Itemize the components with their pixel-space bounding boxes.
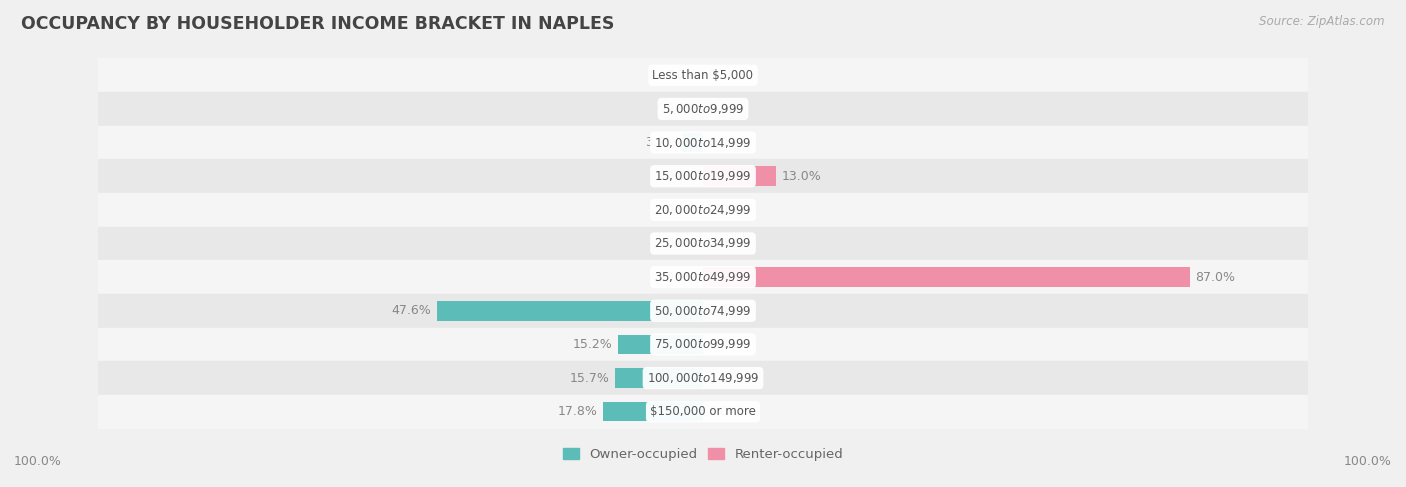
Text: Less than $5,000: Less than $5,000 (652, 69, 754, 82)
Bar (98, 294, 1308, 328)
Bar (98, 92, 1308, 126)
Bar (98, 193, 1308, 226)
Bar (98, 261, 1308, 294)
Text: $25,000 to $34,999: $25,000 to $34,999 (654, 237, 752, 250)
Bar (98, 159, 1308, 193)
Text: $50,000 to $74,999: $50,000 to $74,999 (654, 304, 752, 318)
Text: $10,000 to $14,999: $10,000 to $14,999 (654, 135, 752, 150)
Text: 0.0%: 0.0% (709, 405, 741, 418)
Text: $150,000 or more: $150,000 or more (650, 405, 756, 418)
Text: $15,000 to $19,999: $15,000 to $19,999 (654, 169, 752, 183)
Text: 0.0%: 0.0% (709, 338, 741, 351)
Text: 0.0%: 0.0% (709, 304, 741, 318)
Text: 0.0%: 0.0% (709, 136, 741, 149)
Text: 0.0%: 0.0% (665, 169, 697, 183)
Text: 0.0%: 0.0% (709, 204, 741, 216)
Text: 0.0%: 0.0% (665, 237, 697, 250)
Text: 0.0%: 0.0% (665, 271, 697, 283)
Text: 0.0%: 0.0% (665, 102, 697, 115)
Bar (614, 368, 703, 388)
Bar (98, 226, 1308, 261)
Bar (98, 361, 1308, 395)
Text: 100.0%: 100.0% (1344, 454, 1392, 468)
Bar (98, 328, 1308, 361)
Text: OCCUPANCY BY HOUSEHOLDER INCOME BRACKET IN NAPLES: OCCUPANCY BY HOUSEHOLDER INCOME BRACKET … (21, 15, 614, 33)
Text: 100.0%: 100.0% (14, 454, 62, 468)
Text: 87.0%: 87.0% (1195, 271, 1236, 283)
Text: 17.8%: 17.8% (558, 405, 598, 418)
Bar (682, 133, 703, 152)
Text: $75,000 to $99,999: $75,000 to $99,999 (654, 337, 752, 352)
Text: 0.0%: 0.0% (709, 237, 741, 250)
Text: $100,000 to $149,999: $100,000 to $149,999 (647, 371, 759, 385)
Bar (603, 402, 703, 421)
Text: 13.0%: 13.0% (782, 169, 821, 183)
Bar (703, 267, 1189, 287)
Text: 0.0%: 0.0% (709, 69, 741, 82)
Bar (98, 395, 1308, 429)
Bar (617, 335, 703, 354)
Text: Source: ZipAtlas.com: Source: ZipAtlas.com (1260, 15, 1385, 28)
Text: 15.7%: 15.7% (569, 372, 610, 385)
Bar (98, 58, 1308, 92)
Text: $5,000 to $9,999: $5,000 to $9,999 (662, 102, 744, 116)
Text: 0.0%: 0.0% (665, 69, 697, 82)
Text: 0.0%: 0.0% (709, 372, 741, 385)
Text: 0.0%: 0.0% (709, 102, 741, 115)
Bar (436, 301, 703, 320)
Legend: Owner-occupied, Renter-occupied: Owner-occupied, Renter-occupied (558, 442, 848, 467)
Text: 3.7%: 3.7% (645, 136, 676, 149)
Text: $35,000 to $49,999: $35,000 to $49,999 (654, 270, 752, 284)
Text: $20,000 to $24,999: $20,000 to $24,999 (654, 203, 752, 217)
Text: 0.0%: 0.0% (665, 204, 697, 216)
Text: 15.2%: 15.2% (572, 338, 613, 351)
Text: 47.6%: 47.6% (391, 304, 430, 318)
Bar (703, 167, 776, 186)
Bar (98, 126, 1308, 159)
